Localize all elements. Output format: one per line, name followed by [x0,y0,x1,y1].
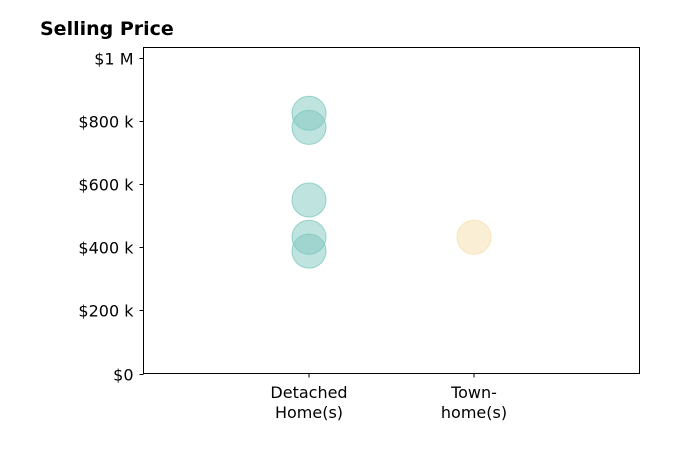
data-point [456,219,492,255]
data-point [291,233,327,269]
x-tick-label: home(s) [441,403,507,422]
y-tick-label: $1 M [94,50,133,69]
y-tick-label: $800 k [78,113,134,132]
y-tick-label: $200 k [78,302,134,321]
chart-title: Selling Price [40,18,174,40]
x-tick-label: Detached [270,383,347,402]
data-point [291,109,327,145]
points-layer [291,95,492,269]
y-tick-label: $600 k [78,176,134,195]
y-axis: $0 $200 k $400 k $600 k $800 k $1 M [78,50,144,385]
x-tick-label: Town- [450,383,497,402]
data-point [291,182,327,218]
x-tick-label: Home(s) [275,403,343,422]
y-tick-label: $400 k [78,239,134,258]
y-tick-label: $0 [113,366,133,385]
plot-area-frame [143,47,640,374]
